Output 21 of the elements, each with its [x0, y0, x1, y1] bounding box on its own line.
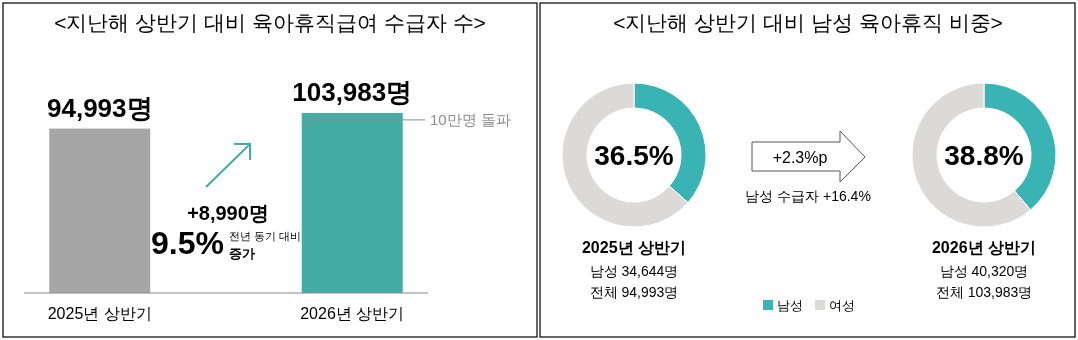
text: 36.5%: [594, 140, 674, 171]
text: 남성 40,320명: [939, 263, 1029, 279]
annotation: 증가: [229, 246, 255, 261]
text: 2026년 상반기: [931, 239, 1037, 256]
annotation: +8,990명: [187, 202, 269, 224]
data-label: 103,983명: [292, 77, 413, 107]
text: +2.3%p: [772, 149, 828, 166]
text: 전체 94,993명: [589, 284, 679, 300]
annotation: 전년 동기 대비: [229, 230, 302, 242]
text: 38.8%: [944, 140, 1024, 171]
legend-label: 남성: [777, 298, 803, 313]
text: 2025년 상반기: [581, 239, 687, 256]
annotation: 9.5%: [151, 225, 224, 261]
text: 전체 103,983명: [935, 284, 1033, 300]
ref-line-label: 10만명 돌파: [430, 110, 511, 128]
text: 남성 수급자 +16.4%: [745, 188, 871, 204]
text: 남성 34,644명: [589, 263, 679, 279]
legend-label: 여성: [829, 298, 855, 313]
data-label: 94,993명: [46, 92, 153, 123]
chart-title: <지난해 상반기 대비 남성 육아휴직 비중>: [613, 11, 1003, 34]
chart-title: <지난해 상반기 대비 육아휴직급여 수급자 수>: [54, 11, 486, 34]
